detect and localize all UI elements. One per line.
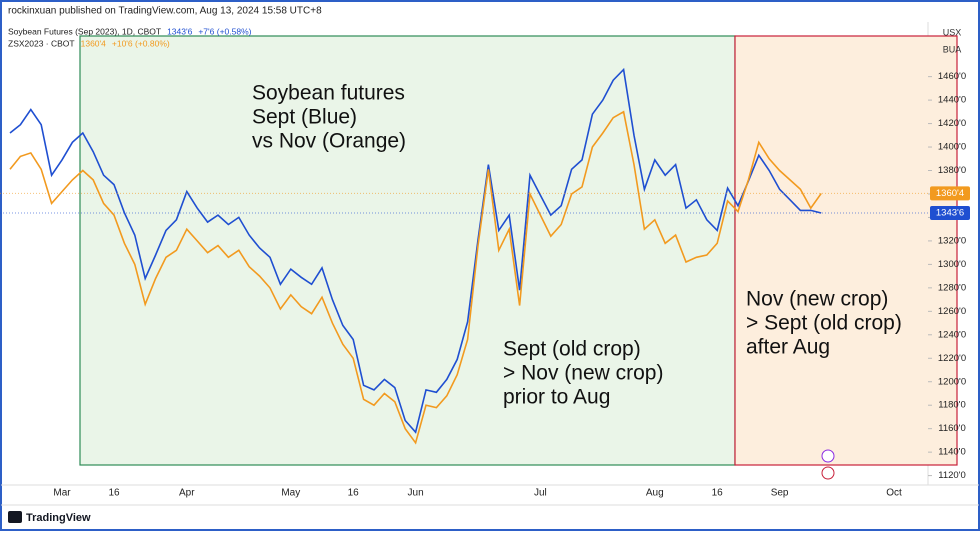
y-tick-label: 1140'0 [938, 447, 966, 458]
annotation: Soybean futures [252, 82, 405, 105]
y-tick-label: 1400'0 [938, 142, 966, 153]
y-tick-label: 1460'0 [938, 71, 966, 82]
price-tag-label: 1343'6 [936, 208, 964, 219]
x-tick-label: 16 [108, 488, 120, 499]
annotation: prior to Aug [503, 386, 610, 409]
series-line [9, 67, 822, 434]
price-tag [930, 206, 970, 221]
annotation: Nov (new crop) [746, 288, 888, 311]
y-tick-label: 1280'0 [938, 282, 966, 293]
x-tick-label: Aug [646, 488, 664, 499]
annotation: Sept (old crop) [503, 338, 641, 361]
brand: TradingView [26, 512, 91, 524]
y-tick-label: 1440'0 [938, 95, 966, 106]
y-tick-label: 1220'0 [938, 353, 966, 364]
annotation: Sept (Blue) [252, 106, 357, 129]
x-tick-label: May [281, 488, 300, 499]
unit: BUA [943, 44, 962, 54]
y-tick-label: 1200'0 [938, 376, 966, 387]
x-tick-label: Apr [179, 488, 195, 499]
green-zone [79, 35, 736, 466]
plot [0, 67, 928, 445]
x-tick-label: Jul [534, 488, 547, 499]
y-tick-label: 1240'0 [938, 329, 966, 340]
legend-name: ZSX2023 · CBOT [8, 38, 75, 48]
price-tag [930, 186, 970, 201]
x-tick-label: Sep [771, 488, 789, 499]
legend-price: 1360'4 [81, 38, 107, 48]
legend-price: 1343'6 [167, 26, 193, 36]
x-tick-label: 16 [348, 488, 360, 499]
orange-zone [734, 35, 958, 466]
y-tick-label: 1300'0 [938, 259, 966, 270]
price-tag-label: 1360'4 [936, 188, 964, 199]
y-tick-label: 1380'0 [938, 165, 966, 176]
annotation: > Nov (new crop) [503, 362, 663, 385]
x-tick-label: 16 [712, 488, 724, 499]
y-tick-label: 1160'0 [938, 423, 966, 434]
x-tick-label: Jun [408, 488, 424, 499]
y-tick-label: 1320'0 [938, 235, 966, 246]
x-tick-label: Mar [53, 488, 71, 499]
series-line [9, 110, 822, 445]
event-icon [821, 449, 835, 463]
x-tick-label: Oct [886, 488, 902, 499]
y-tick-label: 1180'0 [938, 400, 966, 411]
y-tick-label: 1420'0 [938, 118, 966, 129]
legend-name: Soybean Futures (Sep 2023), 1D, CBOT [8, 26, 161, 36]
header: rockinxuan published on TradingView.com,… [8, 6, 322, 17]
brand-logo [8, 511, 22, 523]
legend-change: +7'6 (+0.58%) [198, 26, 251, 36]
legend-change: +10'6 (+0.80%) [112, 38, 170, 48]
y-tick-label: 1120'0 [938, 470, 966, 481]
y-tick-label: 1260'0 [938, 306, 966, 317]
annotation: vs Nov (Orange) [252, 130, 406, 153]
annotation: after Aug [746, 336, 830, 359]
currency: USX [943, 27, 962, 37]
annotation: > Sept (old crop) [746, 312, 902, 335]
event-icon [821, 466, 835, 480]
